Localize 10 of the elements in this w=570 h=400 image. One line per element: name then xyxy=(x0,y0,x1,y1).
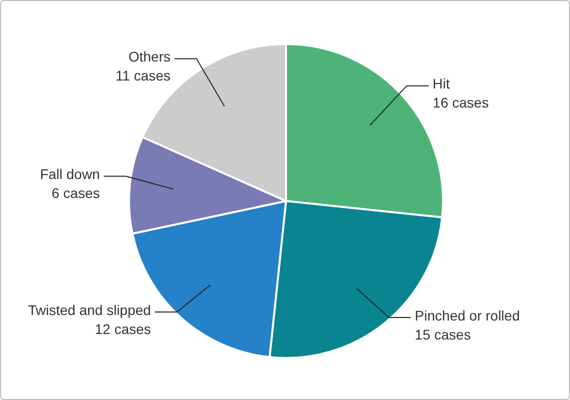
data-label: 15 cases xyxy=(414,326,471,342)
slice-label: Twisted and slipped xyxy=(28,302,151,318)
slice-label: Hit xyxy=(432,76,450,92)
data-label: 12 cases xyxy=(94,320,151,337)
slice-label: Others xyxy=(128,48,170,65)
slice-label: Fall down xyxy=(40,166,100,182)
data-label: 16 cases xyxy=(432,94,489,111)
data-label: 6 cases xyxy=(52,185,100,202)
slice-label: Pinched or rolled xyxy=(414,307,520,324)
data-label: 11 cases xyxy=(115,68,170,84)
